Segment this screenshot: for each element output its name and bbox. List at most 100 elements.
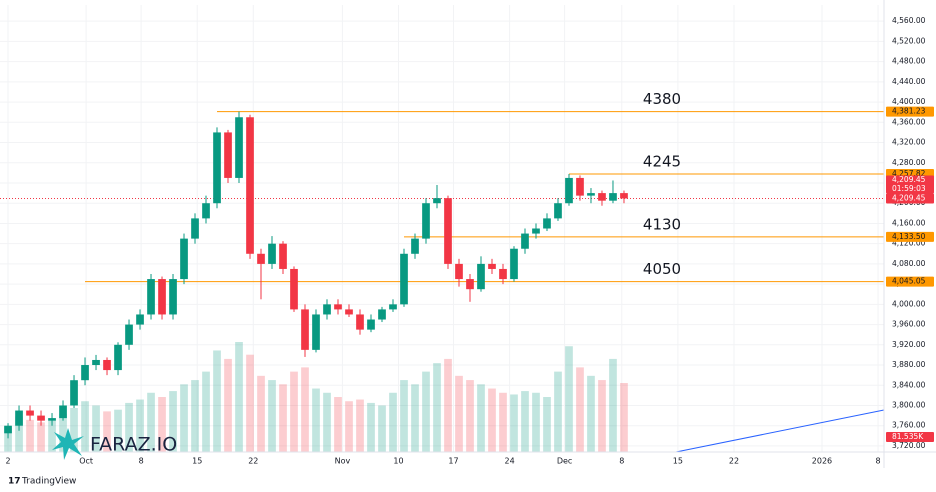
y-tick-label: 3,920.00 (892, 340, 926, 349)
candle-body (224, 132, 232, 178)
volume-bar (59, 413, 67, 452)
volume-bar (235, 342, 243, 452)
candle-body (114, 344, 122, 371)
x-tick-label: 8 (619, 457, 624, 466)
level-label: 4050 (643, 260, 681, 278)
volume-bar (202, 371, 210, 452)
volume-bar (444, 358, 452, 452)
candle-body (455, 263, 463, 280)
x-tick-label: 17 (448, 457, 458, 466)
x-tick-label: 15 (673, 457, 683, 466)
volume-bar (26, 419, 34, 452)
candle-body (554, 203, 562, 219)
volume-bar (268, 380, 276, 452)
watermark-text: FARAZ.IO (90, 434, 177, 456)
volume-bar (367, 402, 375, 452)
candle-body (191, 218, 199, 239)
y-tick-label: 4,160.00 (892, 218, 926, 227)
candle-body (158, 279, 166, 315)
candle-body (92, 359, 100, 366)
y-tick-label: 3,760.00 (892, 421, 926, 430)
candle-body (510, 248, 518, 280)
candle-body (180, 238, 188, 280)
volume-bar (422, 371, 430, 452)
volume-bar (92, 405, 100, 452)
candle-body (444, 198, 452, 264)
candle-body (81, 365, 89, 381)
candle-body (598, 193, 606, 201)
x-tick-label: 2026 (812, 457, 832, 466)
y-tick-label: 4,360.00 (892, 117, 926, 126)
candle-body (488, 263, 496, 269)
volume-bar (147, 392, 155, 452)
y-tick-label: 4,480.00 (892, 57, 926, 66)
candle-body (477, 263, 485, 290)
x-tick-label: 10 (393, 457, 403, 466)
volume-bar (356, 399, 364, 452)
x-tick-label: 22 (729, 457, 739, 466)
volume-bar (576, 367, 584, 452)
volume-bar (158, 397, 166, 452)
candle-body (433, 198, 441, 204)
volume-bar (48, 418, 56, 452)
candle-body (257, 253, 265, 264)
x-tick-label: Dec (557, 457, 572, 466)
candle-body (334, 304, 342, 310)
candle-body (268, 243, 276, 264)
candle-body (587, 193, 595, 196)
volume-bar (312, 388, 320, 452)
candle-body (576, 177, 584, 196)
price-tag-label: 4,209.45 (892, 193, 926, 202)
candle-body (422, 203, 430, 239)
y-tick-label: 3,840.00 (892, 380, 926, 389)
volume-bar (455, 375, 463, 452)
volume-bar (521, 391, 529, 452)
volume-bar (565, 346, 573, 452)
y-tick-label: 4,560.00 (892, 16, 926, 25)
candle-body (279, 243, 287, 269)
candle-body (147, 279, 155, 315)
candle-body (532, 228, 540, 234)
candle-body (499, 268, 507, 280)
volume-bar (620, 383, 628, 452)
candle-body (609, 193, 617, 201)
volume-bar (554, 371, 562, 452)
y-tick-label: 4,120.00 (892, 239, 926, 248)
candle-body (70, 380, 78, 406)
volume-bar (246, 354, 254, 452)
volume-bar (37, 422, 45, 452)
volume-bar (213, 350, 221, 452)
candle-body (367, 319, 375, 330)
volume-bar (510, 394, 518, 452)
volume-bar (323, 392, 331, 452)
volume-tag-label: 81.535K (892, 432, 924, 441)
volume-bar (136, 399, 144, 452)
x-tick-label: Oct (79, 457, 93, 466)
x-tick-label: 8 (876, 457, 881, 466)
candle-body (213, 132, 221, 204)
volume-bar (400, 380, 408, 452)
level-tag (886, 231, 934, 242)
candle-body (125, 324, 133, 345)
candle-body (202, 203, 210, 219)
volume-bar (488, 388, 496, 452)
volume-bar (180, 384, 188, 452)
volume-bar (543, 397, 551, 452)
candle-body (48, 418, 56, 421)
level-tag-label: 4,381.23 (892, 107, 926, 116)
price-tag (886, 175, 934, 194)
volume-bar (301, 367, 309, 452)
levels: 4380 4245 4130 4050 (0, 90, 884, 283)
candle-body (543, 218, 551, 229)
y-tick-label: 3,720.00 (892, 441, 926, 450)
candle-body (103, 359, 111, 371)
candle-body (400, 253, 408, 305)
trend-line (675, 409, 885, 453)
candle-body (345, 309, 353, 315)
level-tag-label: 4,133.50 (892, 232, 926, 241)
volume-bar (587, 375, 595, 452)
volume-bar (290, 371, 298, 452)
y-tick-label: 4,520.00 (892, 36, 926, 45)
candle-body (290, 268, 298, 310)
